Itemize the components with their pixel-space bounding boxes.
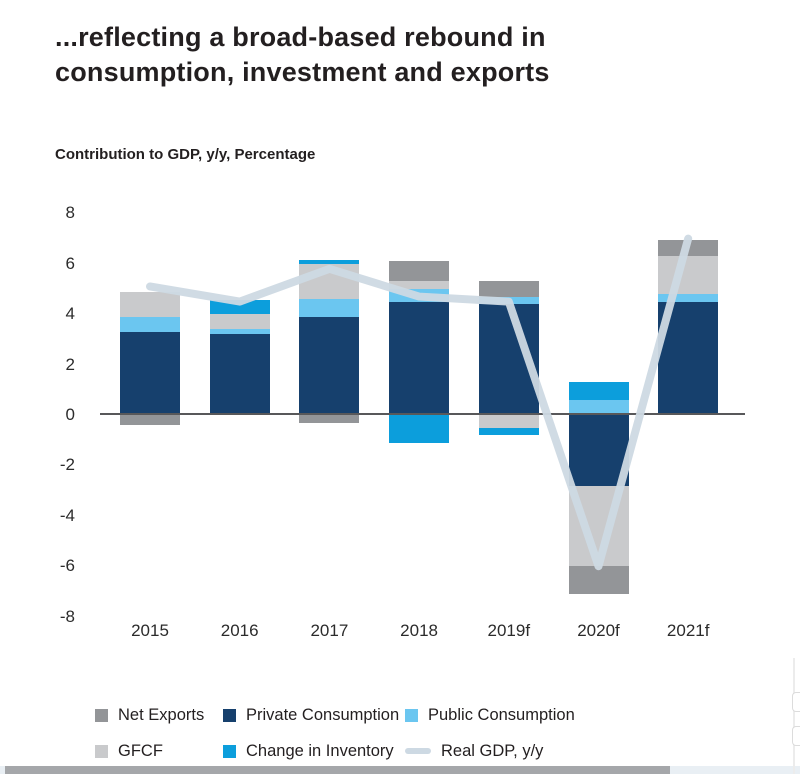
- horizontal-scrollbar-thumb[interactable]: [5, 766, 670, 774]
- legend-swatch-gfcf: [95, 744, 108, 758]
- page-title: ...reflecting a broad-based rebound in c…: [55, 22, 550, 87]
- x-axis-label: 2019f: [487, 621, 531, 640]
- bar-segment-net-exports-2015: [120, 415, 180, 426]
- bar-segment-private-consumption-2019f: [478, 304, 539, 415]
- bar-segment-public-consumption-2015: [120, 316, 180, 332]
- legend-item-real-gdp-y-y: Real GDP, y/y: [405, 742, 575, 761]
- x-axis-label: 2015: [131, 621, 169, 640]
- x-axis-label: 2020f: [577, 621, 620, 640]
- legend-swatch-net-exports: [95, 708, 108, 722]
- bar-segment-gfcf-2017: [299, 263, 360, 300]
- y-axis-label: -8: [59, 606, 75, 626]
- bar-segment-public-consumption-2017: [299, 299, 360, 317]
- bar-segment-gfcf-2020f: [568, 485, 629, 567]
- bar-segment-gfcf-2019f: [478, 415, 539, 428]
- legend-label: Real GDP, y/y: [441, 741, 544, 760]
- bar-segment-private-consumption-2021f: [658, 301, 719, 415]
- bar-segment-public-consumption-2016: [209, 329, 270, 335]
- x-axis-label: 2018: [400, 621, 438, 640]
- bar-segment-net-exports-2018: [389, 261, 450, 282]
- legend-item-gfcf: GFCF: [95, 742, 223, 761]
- y-axis-label: 4: [65, 304, 75, 324]
- bar-segment-net-exports-2019f: [478, 281, 539, 297]
- bar-segment-net-exports-2020f: [568, 566, 629, 594]
- y-axis-label: 2: [65, 354, 75, 374]
- y-axis-label: 0: [65, 405, 75, 424]
- bar-segment-change-in-inventory-2019f: [478, 427, 539, 436]
- bar-segment-private-consumption-2018: [389, 301, 450, 415]
- bar-segment-gfcf-2016: [209, 314, 270, 330]
- legend-item-change-in-inventory: Change in Inventory: [223, 742, 405, 761]
- bar-segment-gfcf-2021f: [658, 256, 719, 295]
- x-axis-label: 2016: [220, 621, 259, 640]
- bar-segment-change-in-inventory-2017: [299, 260, 360, 264]
- legend-swatch-private-consumption: [223, 708, 236, 722]
- x-axis-label: 2021f: [666, 621, 710, 640]
- bar-segment-private-consumption-2020f: [568, 415, 629, 486]
- bar-segment-change-in-inventory-2020f: [568, 382, 629, 400]
- bar-segment-gfcf-2018: [389, 281, 450, 289]
- y-axis-label: -4: [59, 505, 75, 525]
- chart-subtitle: Contribution to GDP, y/y, Percentage: [55, 146, 316, 163]
- legend-label: Net Exports: [118, 705, 205, 724]
- bar-segment-net-exports-2017: [299, 415, 360, 423]
- legend-swatch-public-consumption: [405, 708, 418, 722]
- bar-segment-public-consumption-2019f: [478, 296, 539, 305]
- bar-segment-net-exports-2021f: [658, 239, 719, 257]
- legend-swatch-change-in-inventory: [223, 744, 236, 758]
- bar-segment-public-consumption-2018: [389, 289, 450, 302]
- zero-axis-line: [100, 413, 745, 415]
- legend-label: Change in Inventory: [246, 741, 394, 760]
- next-page-edge: [793, 658, 795, 774]
- bar-segment-public-consumption-2021f: [658, 294, 719, 302]
- legend-item-private-consumption: Private Consumption: [223, 706, 405, 725]
- legend-item-public-consumption: Public Consumption: [405, 706, 575, 725]
- horizontal-scrollbar-track[interactable]: [0, 766, 800, 774]
- page-edge-tab: [792, 726, 800, 746]
- bar-segment-change-in-inventory-2018: [389, 415, 450, 443]
- bar-segment-private-consumption-2017: [299, 316, 360, 415]
- chart-legend: Net Exports Private Consumption Public Con…: [95, 697, 575, 769]
- y-axis-label: -2: [59, 455, 75, 475]
- bar-segment-private-consumption-2015: [120, 331, 180, 415]
- legend-label: Private Consumption: [246, 705, 400, 724]
- page-edge-tab: [792, 692, 800, 712]
- y-axis-label: -6: [59, 556, 75, 576]
- legend-label: Public Consumption: [428, 705, 575, 724]
- x-axis-label: 2017: [310, 621, 349, 640]
- legend-label: GFCF: [118, 741, 163, 760]
- y-axis-label: 6: [65, 253, 75, 273]
- bar-segment-gfcf-2015: [120, 291, 180, 317]
- bar-segment-private-consumption-2016: [209, 334, 270, 415]
- y-axis-label: 8: [65, 203, 75, 223]
- bar-segment-change-in-inventory-2016: [209, 300, 270, 315]
- legend-item-net-exports: Net Exports: [95, 706, 223, 725]
- legend-line-symbol-real-gdp-y-y: [405, 748, 431, 754]
